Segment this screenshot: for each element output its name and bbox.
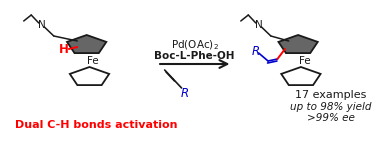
Text: 17 examples: 17 examples [295,90,367,100]
Text: Pd(OAc)$_2$: Pd(OAc)$_2$ [171,38,218,52]
Text: N: N [38,20,45,30]
Polygon shape [70,67,109,85]
Text: Boc-L-Phe-OH: Boc-L-Phe-OH [155,51,235,61]
Text: R: R [180,86,189,100]
Text: Dual C-H bonds activation: Dual C-H bonds activation [15,120,177,130]
Text: N: N [255,20,262,30]
Polygon shape [281,67,321,85]
Polygon shape [279,35,318,53]
Text: H: H [59,42,69,56]
Text: Fe: Fe [299,56,310,66]
Polygon shape [67,35,106,53]
Text: >99% ee: >99% ee [307,113,355,123]
Text: R: R [252,45,260,57]
Text: up to 98% yield: up to 98% yield [290,102,372,112]
Text: Fe: Fe [87,56,99,66]
